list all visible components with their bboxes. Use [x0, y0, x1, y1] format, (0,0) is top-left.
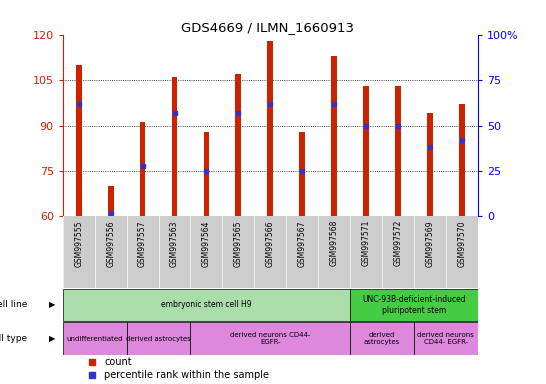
Bar — [363, 86, 369, 217]
Bar — [331, 56, 337, 217]
Bar — [299, 132, 305, 217]
Bar — [268, 41, 273, 217]
Bar — [204, 132, 209, 217]
Bar — [127, 323, 191, 355]
Bar — [191, 323, 350, 355]
Text: GSM997571: GSM997571 — [361, 220, 371, 266]
Text: undifferentiated: undifferentiated — [67, 336, 123, 342]
Text: count: count — [104, 358, 132, 367]
Text: cell type: cell type — [0, 334, 27, 343]
Text: cell line: cell line — [0, 300, 27, 309]
Text: GSM997565: GSM997565 — [234, 220, 243, 266]
Text: embryonic stem cell H9: embryonic stem cell H9 — [161, 300, 252, 309]
Bar — [63, 323, 127, 355]
Text: GSM997564: GSM997564 — [202, 220, 211, 266]
Bar — [140, 122, 145, 217]
Bar — [63, 289, 350, 321]
Bar — [395, 86, 401, 217]
Bar — [459, 104, 465, 217]
Text: UNC-93B-deficient-induced
pluripotent stem: UNC-93B-deficient-induced pluripotent st… — [362, 295, 466, 314]
Bar — [350, 323, 414, 355]
Text: percentile rank within the sample: percentile rank within the sample — [104, 370, 269, 380]
Text: derived
astrocytes: derived astrocytes — [364, 332, 400, 345]
Bar — [108, 186, 114, 217]
Text: derived neurons CD44-
EGFR-: derived neurons CD44- EGFR- — [230, 332, 311, 345]
Text: GSM997570: GSM997570 — [458, 220, 466, 266]
Text: GSM997569: GSM997569 — [425, 220, 435, 266]
Text: GSM997568: GSM997568 — [330, 220, 339, 266]
Text: GDS4669 / ILMN_1660913: GDS4669 / ILMN_1660913 — [181, 21, 354, 34]
Text: GSM997557: GSM997557 — [138, 220, 147, 266]
Text: GSM997572: GSM997572 — [394, 220, 402, 266]
Text: GSM997567: GSM997567 — [298, 220, 307, 266]
Text: GSM997563: GSM997563 — [170, 220, 179, 266]
Text: GSM997566: GSM997566 — [266, 220, 275, 266]
Bar — [350, 289, 478, 321]
Bar — [76, 65, 81, 217]
Text: derived astrocytes: derived astrocytes — [126, 336, 191, 342]
Text: derived neurons
CD44- EGFR-: derived neurons CD44- EGFR- — [417, 332, 474, 345]
Bar — [427, 113, 433, 217]
Text: ▶: ▶ — [49, 300, 56, 309]
Bar — [414, 323, 478, 355]
Text: GSM997556: GSM997556 — [106, 220, 115, 266]
Bar — [171, 77, 177, 217]
Bar — [235, 74, 241, 217]
Text: ▶: ▶ — [49, 334, 56, 343]
Text: GSM997555: GSM997555 — [74, 220, 83, 266]
